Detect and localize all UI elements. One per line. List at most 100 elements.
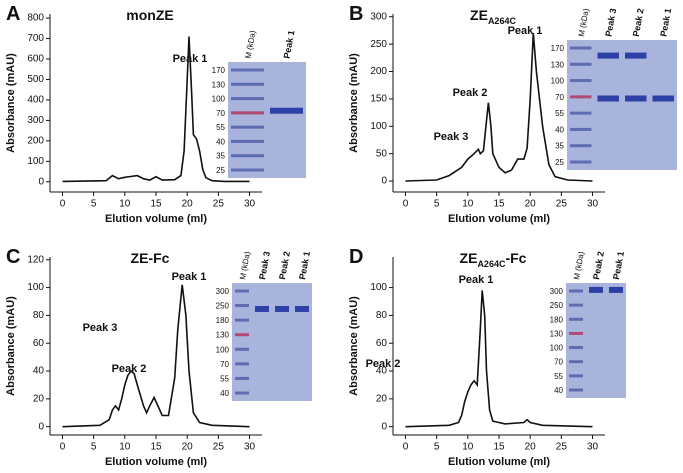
y-tick-label: 20	[33, 393, 45, 404]
title-main: ZE-Fc	[131, 250, 170, 266]
gel-marker-label: 130	[212, 80, 226, 89]
x-tick-label: 30	[244, 442, 256, 453]
peak-annotation: Peak 2	[453, 87, 488, 99]
gel-image	[566, 283, 626, 398]
x-tick-label: 15	[150, 199, 162, 210]
gel-lane-label: Peak 2	[591, 251, 606, 281]
y-tick-label: 80	[33, 310, 45, 321]
marker-band	[231, 97, 264, 101]
marker-band	[569, 317, 583, 321]
panel-title: ZE-Fc	[131, 250, 170, 266]
marker-band	[235, 391, 249, 395]
gel-marker-label: 250	[216, 302, 230, 311]
title-main: ZE	[470, 7, 488, 23]
x-tick-label: 15	[150, 442, 162, 453]
x-tick-label: 20	[525, 199, 537, 210]
gel-marker-label: 130	[550, 329, 564, 338]
y-tick-label: 60	[33, 338, 45, 349]
x-axis-label: Elution volume (ml)	[105, 456, 207, 468]
y-tick-label: 500	[27, 74, 44, 85]
marker-band	[231, 68, 264, 72]
x-tick-label: 5	[91, 199, 97, 210]
gel-marker-label: 70	[554, 358, 563, 367]
gel-lane-label: M (kDa)	[577, 7, 591, 37]
gel-marker-label: 55	[220, 374, 229, 383]
gel-marker-label: 250	[550, 301, 564, 310]
y-tick-label: 400	[27, 95, 44, 106]
y-tick-label: 20	[376, 393, 388, 404]
x-tick-label: 25	[213, 442, 225, 453]
y-axis-label: Absorbance (mAU)	[348, 53, 360, 153]
marker-band	[569, 388, 583, 392]
gel-lane-label: Peak 1	[611, 251, 626, 281]
panel-title: monZE	[126, 7, 173, 23]
y-tick-label: 700	[27, 33, 44, 44]
gel-marker-label: 100	[550, 344, 564, 353]
y-tick-label: 40	[33, 366, 45, 377]
protein-band	[597, 95, 619, 102]
gel-marker-label: 170	[212, 66, 226, 75]
y-tick-label: 800	[27, 13, 44, 24]
marker-band	[235, 376, 249, 380]
y-tick-label: 300	[27, 115, 44, 126]
gel-marker-label: 130	[216, 331, 230, 340]
gel-marker-label: 70	[220, 360, 229, 369]
x-tick-label: 10	[119, 199, 131, 210]
gel-lane-label: Peak 2	[631, 8, 646, 38]
x-tick-label: 5	[434, 442, 440, 453]
y-tick-label: 150	[370, 94, 387, 105]
title-subscript: A264C	[477, 259, 506, 269]
marker-band	[231, 168, 264, 172]
marker-band	[231, 82, 264, 86]
y-tick-label: 250	[370, 39, 387, 50]
title-suffix: -Fc	[505, 250, 526, 266]
marker-band	[569, 346, 583, 350]
peak-annotation: Peak 1	[172, 271, 207, 283]
gel-image	[228, 62, 306, 178]
panel-label: A	[6, 3, 20, 25]
y-tick-label: 0	[38, 421, 44, 432]
y-tick-label: 0	[38, 176, 44, 187]
gel-marker-label: 40	[220, 389, 229, 398]
gel-lane-label: Peak 1	[282, 30, 297, 60]
x-tick-label: 10	[119, 442, 131, 453]
y-tick-label: 100	[370, 282, 387, 293]
x-tick-label: 30	[244, 199, 256, 210]
gel-marker-label: 55	[554, 372, 563, 381]
panel-title: ZEA264C-Fc	[460, 250, 527, 269]
gel-marker-label: 300	[216, 287, 230, 296]
gel-marker-label: 180	[216, 316, 230, 325]
protein-band	[295, 305, 309, 312]
protein-band	[275, 305, 289, 312]
x-tick-label: 10	[462, 199, 474, 210]
gel-lane-label: Peak 3	[603, 8, 618, 38]
panel-title: ZEA264C	[470, 7, 516, 26]
y-tick-label: 50	[376, 148, 388, 159]
gel-marker-label: 25	[216, 166, 225, 175]
marker-band	[570, 62, 592, 66]
marker-band	[235, 304, 249, 308]
y-tick-label: 120	[27, 254, 44, 265]
protein-band	[625, 95, 647, 102]
curve	[62, 36, 250, 183]
gel-marker-label: 40	[554, 386, 563, 395]
x-tick-label: 20	[182, 442, 194, 453]
gel-lane-label: M (kDa)	[244, 29, 258, 59]
curve	[405, 290, 593, 428]
x-tick-label: 30	[587, 442, 599, 453]
gel-image	[567, 40, 677, 170]
title-subscript: A264C	[488, 16, 517, 26]
x-tick-label: 10	[462, 442, 474, 453]
marker-band	[569, 360, 583, 364]
x-tick-label: 15	[493, 199, 505, 210]
gel-marker-label: 35	[555, 142, 564, 151]
x-tick-label: 0	[403, 199, 409, 210]
panel-label: D	[349, 246, 363, 268]
gel-marker-label: 100	[551, 77, 565, 86]
peak-annotation: Peak 3	[83, 322, 118, 334]
y-tick-label: 0	[381, 421, 387, 432]
x-axis-label: Elution volume (ml)	[448, 456, 550, 468]
protein-band	[255, 305, 269, 312]
x-tick-label: 5	[434, 199, 440, 210]
